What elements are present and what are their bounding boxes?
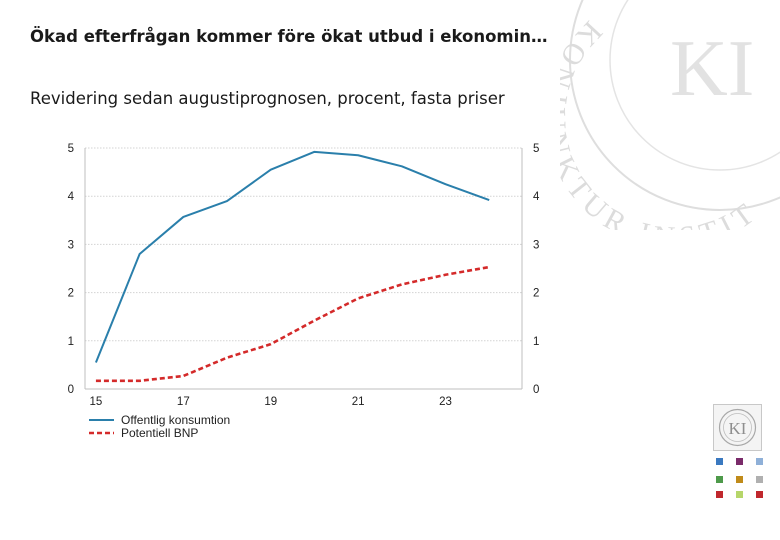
y-tick-label-right: 1 <box>533 336 539 348</box>
y-tick-label-left: 1 <box>68 336 74 348</box>
y-tick-label-right: 5 <box>533 143 539 155</box>
color-swatch <box>716 491 723 498</box>
color-swatch <box>756 491 763 498</box>
series-line-2 <box>95 265 490 383</box>
color-swatch <box>716 458 723 465</box>
color-swatch <box>756 458 763 465</box>
color-swatch <box>736 458 743 465</box>
y-axis-right: 0 1 2 3 4 5 <box>533 143 540 396</box>
seal-watermark: KONJUNKTUR INSTITUTET KI <box>560 0 780 230</box>
x-tick-label: 23 <box>439 396 452 408</box>
chart-grid <box>84 147 523 390</box>
y-tick-label-left: 3 <box>68 239 74 251</box>
y-tick-label-left: 5 <box>68 143 74 155</box>
y-tick-label-right: 3 <box>533 239 539 251</box>
color-swatch <box>736 476 743 483</box>
y-tick-label-right: 2 <box>533 288 539 300</box>
ki-logo-monogram: KI <box>729 419 747 438</box>
legend-label-1: Offentlig konsumtion <box>121 413 230 427</box>
ki-logo: KI <box>713 404 762 451</box>
seal-monogram: KI <box>670 25 754 113</box>
series-line-1 <box>94 150 490 363</box>
page-title: Ökad efterfrågan kommer före ökat utbud … <box>30 27 548 46</box>
y-tick-label-left: 4 <box>68 191 75 203</box>
color-swatch <box>716 476 723 483</box>
chart-series <box>94 150 490 383</box>
x-tick-label: 17 <box>177 396 190 408</box>
y-axis-left: 0 1 2 3 4 5 <box>68 143 75 396</box>
y-tick-label-left: 0 <box>68 384 74 396</box>
y-tick-label-right: 0 <box>533 384 539 396</box>
x-axis: 15 17 19 21 23 <box>90 396 452 408</box>
legend-label-2: Potentiell BNP <box>121 426 198 440</box>
page-subtitle: Revidering sedan augustiprognosen, proce… <box>30 89 505 108</box>
x-tick-label: 19 <box>264 396 277 408</box>
y-tick-label-right: 4 <box>533 191 540 203</box>
x-tick-label: 21 <box>352 396 365 408</box>
x-tick-label: 15 <box>90 396 103 408</box>
color-swatch <box>736 491 743 498</box>
color-swatch <box>756 476 763 483</box>
y-tick-label-left: 2 <box>68 288 74 300</box>
